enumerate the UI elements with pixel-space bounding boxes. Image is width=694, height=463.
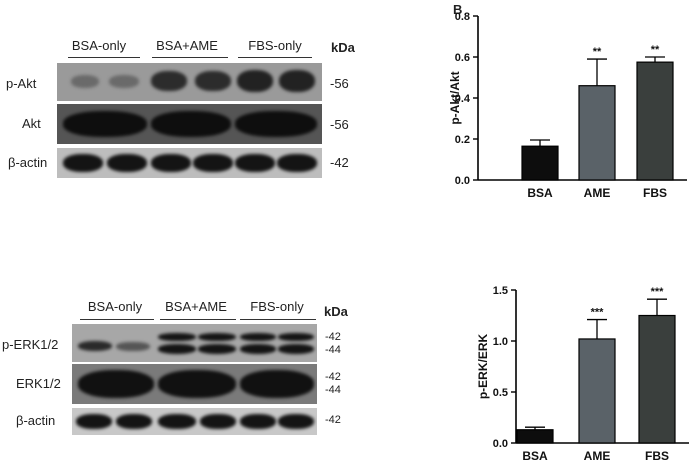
band xyxy=(279,70,315,92)
erk-kda-p-erk-44: -44 xyxy=(325,344,341,356)
band xyxy=(200,414,236,429)
panel-letter-b: B xyxy=(453,2,463,17)
band xyxy=(278,333,314,341)
blot-strip-beta-actin-bottom xyxy=(72,408,317,435)
band xyxy=(109,75,139,88)
bar xyxy=(636,61,674,181)
akt-kda-beta-actin: -42 xyxy=(330,155,349,170)
y-tick-label: 0.8 xyxy=(455,11,470,23)
blot-strip-akt xyxy=(57,104,322,144)
significance-label: *** xyxy=(651,286,665,298)
band xyxy=(158,414,196,429)
blot-strip-p-akt xyxy=(57,63,322,101)
akt-kda-title: kDa xyxy=(331,40,355,55)
band xyxy=(235,154,275,172)
band xyxy=(240,370,314,398)
significance-label: ** xyxy=(593,46,602,58)
bar xyxy=(578,338,616,444)
band xyxy=(240,333,276,341)
band xyxy=(158,370,236,398)
akt-row-label-beta-actin: β-actin xyxy=(8,155,48,170)
band xyxy=(158,333,196,341)
x-category-label: AME xyxy=(584,449,611,463)
significance-label: *** xyxy=(591,307,605,319)
significance-label: ** xyxy=(651,44,660,56)
band xyxy=(158,344,196,354)
band xyxy=(116,342,150,351)
band xyxy=(78,341,112,351)
akt-group-label-fbs-only: FBS-only xyxy=(248,38,302,53)
blot-strip-beta-actin-top xyxy=(57,148,322,178)
bar xyxy=(638,314,676,444)
band xyxy=(78,370,154,398)
band xyxy=(63,154,103,172)
band xyxy=(278,344,314,354)
erk-kda-title: kDa xyxy=(324,304,348,319)
y-tick-label: 0.0 xyxy=(455,175,470,187)
erk-row-label-p-erk: p-ERK1/2 xyxy=(2,337,59,352)
band xyxy=(235,111,317,137)
band xyxy=(151,154,191,172)
erk-group-label-bsa-ame: BSA+AME xyxy=(165,299,227,314)
y-tick-label: 0.4 xyxy=(455,93,471,105)
akt-kda-akt: -56 xyxy=(330,117,349,132)
x-category-label: FBS xyxy=(645,449,669,463)
erk-kda-beta-actin: -42 xyxy=(325,414,341,426)
akt-group-label-bsa-ame: BSA+AME xyxy=(156,38,218,53)
akt-group-line-fbs-only xyxy=(238,57,312,58)
band xyxy=(195,71,231,91)
erk-kda-erk-42: -42 xyxy=(325,371,341,383)
akt-kda-p-akt: -56 xyxy=(330,76,349,91)
band xyxy=(240,414,276,429)
erk-group-line-fbs-only xyxy=(240,319,316,320)
y-tick-label: 0.0 xyxy=(493,438,508,450)
x-category-label: BSA xyxy=(522,449,548,463)
band xyxy=(151,71,187,91)
band xyxy=(107,154,147,172)
erk-row-label-erk: ERK1/2 xyxy=(16,376,61,391)
y-tick-label: 1.5 xyxy=(493,285,508,297)
band xyxy=(71,75,99,88)
blot-strip-p-erk xyxy=(72,324,317,362)
y-axis-title: p-Akt/Akt xyxy=(448,71,462,124)
chart-p-akt: 0.0 0.2 0.4 0.6 0.8 p-Akt/Akt BSA ** AME ** FBS xyxy=(448,11,687,200)
akt-group-label-bsa-only: BSA-only xyxy=(71,38,127,53)
erk-group-line-bsa-ame xyxy=(160,319,236,320)
erk-group-label-fbs-only: FBS-only xyxy=(250,299,304,314)
band xyxy=(237,70,273,92)
erk-kda-erk-44: -44 xyxy=(325,384,341,396)
band xyxy=(198,344,236,354)
y-tick-label: 0.6 xyxy=(455,52,470,64)
band xyxy=(240,344,276,354)
band xyxy=(116,414,152,429)
bar xyxy=(516,429,554,444)
band xyxy=(198,333,236,341)
chart-p-erk: 0.0 0.5 1.0 1.5 p-ERK/ERK BSA *** AME *** FBS xyxy=(476,285,689,463)
blot-strip-erk xyxy=(72,364,317,404)
x-category-label: AME xyxy=(584,186,611,200)
bar xyxy=(521,145,559,181)
akt-group-line-bsa-ame xyxy=(152,57,228,58)
x-category-label: BSA xyxy=(527,186,553,200)
y-tick-label: 0.5 xyxy=(493,387,508,399)
erk-group-label-bsa-only: BSA-only xyxy=(87,299,143,314)
akt-group-line-bsa-only xyxy=(68,57,140,58)
band xyxy=(63,111,147,137)
y-axis-title: p-ERK/ERK xyxy=(476,334,490,400)
x-category-label: FBS xyxy=(643,186,667,200)
y-tick-label: 1.0 xyxy=(493,336,508,348)
band xyxy=(278,414,314,429)
y-tick-label: 0.2 xyxy=(455,134,470,146)
band xyxy=(151,111,231,137)
bar xyxy=(578,85,616,181)
akt-row-label-p-akt: p-Akt xyxy=(6,76,37,91)
band xyxy=(76,414,112,429)
erk-group-line-bsa-only xyxy=(80,319,154,320)
band xyxy=(193,154,233,172)
erk-row-label-beta-actin: β-actin xyxy=(16,413,56,428)
band xyxy=(277,154,317,172)
erk-kda-p-erk-42: -42 xyxy=(325,331,341,343)
akt-row-label-akt: Akt xyxy=(22,116,41,131)
